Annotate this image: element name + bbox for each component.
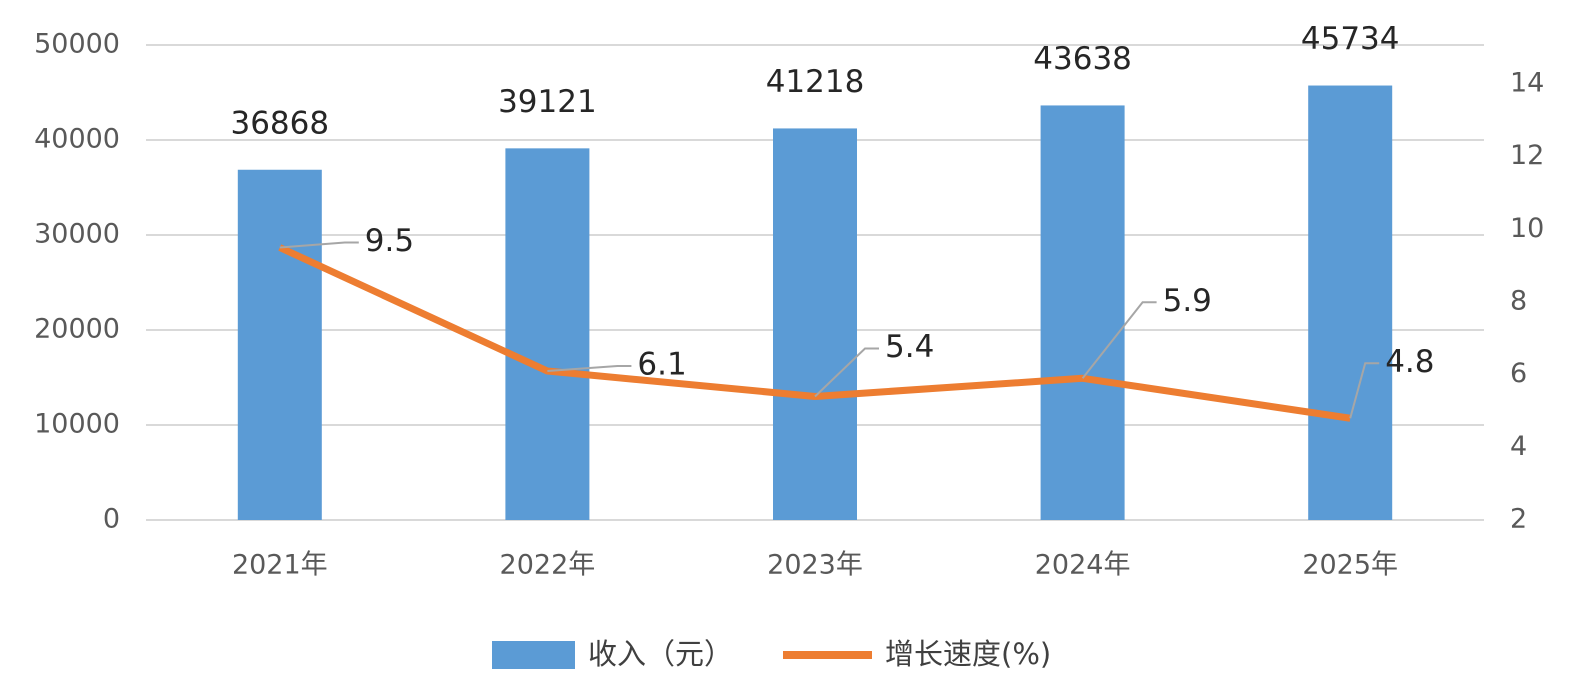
y-tick-label: 40000 — [34, 124, 120, 155]
leader-line — [814, 347, 879, 398]
bar-value-label: 45734 — [1301, 21, 1400, 57]
y-tick-label: 0 — [103, 504, 120, 535]
y2-tick-label: 14 — [1510, 68, 1544, 99]
line-value-label: 4.8 — [1385, 344, 1434, 380]
y2-tick-label: 2 — [1510, 504, 1527, 535]
leader-line — [279, 241, 359, 249]
y2-tick-label: 12 — [1510, 140, 1544, 171]
x-tick-label: 2021年 — [232, 550, 328, 581]
y2-tick-label: 10 — [1510, 213, 1544, 244]
x-tick-label: 2022年 — [500, 550, 596, 581]
line-value-label: 9.5 — [365, 223, 414, 259]
bar-value-label: 43638 — [1033, 41, 1132, 77]
y-tick-label: 10000 — [34, 409, 120, 440]
bar-value-label: 36868 — [230, 105, 329, 141]
bar-value-label: 41218 — [766, 64, 865, 100]
line-value-label: 5.4 — [885, 329, 934, 365]
y2-tick-label: 6 — [1510, 358, 1527, 389]
x-tick-label: 2024年 — [1035, 550, 1131, 581]
y-tick-label: 50000 — [34, 29, 120, 60]
leader-line — [1081, 301, 1157, 379]
line-value-label: 5.9 — [1163, 283, 1212, 319]
x-tick-label: 2025年 — [1302, 550, 1398, 581]
bar — [505, 148, 590, 520]
y2-tick-label: 8 — [1510, 286, 1527, 317]
bar — [1040, 105, 1125, 521]
line — [278, 244, 1351, 422]
y2-tick-label: 4 — [1510, 431, 1527, 462]
bar-value-label: 39121 — [498, 84, 597, 120]
x-tick-label: 2023年 — [767, 550, 863, 581]
y-tick-label: 20000 — [34, 314, 120, 345]
legend-label: 增长速度(%) — [885, 637, 1051, 671]
legend-swatch — [492, 641, 575, 669]
bar — [237, 169, 322, 520]
bar — [1308, 85, 1393, 520]
bar — [773, 128, 857, 520]
leader-line — [547, 365, 632, 373]
leader-line — [1349, 362, 1380, 419]
line-value-label: 6.1 — [637, 347, 686, 383]
legend-label: 收入（元） — [588, 637, 733, 671]
y-tick-label: 30000 — [34, 219, 120, 250]
